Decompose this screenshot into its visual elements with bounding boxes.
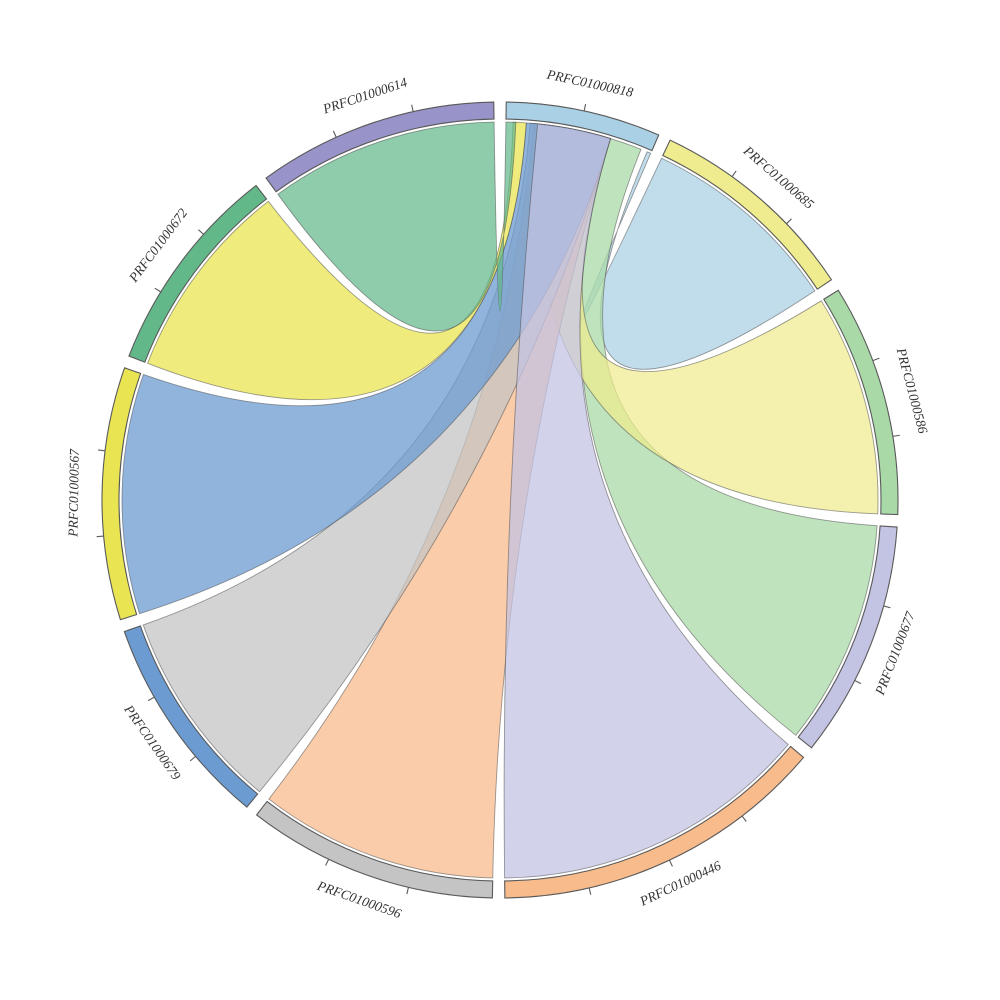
svg-text:PRFC01000567: PRFC01000567 [65,448,81,538]
